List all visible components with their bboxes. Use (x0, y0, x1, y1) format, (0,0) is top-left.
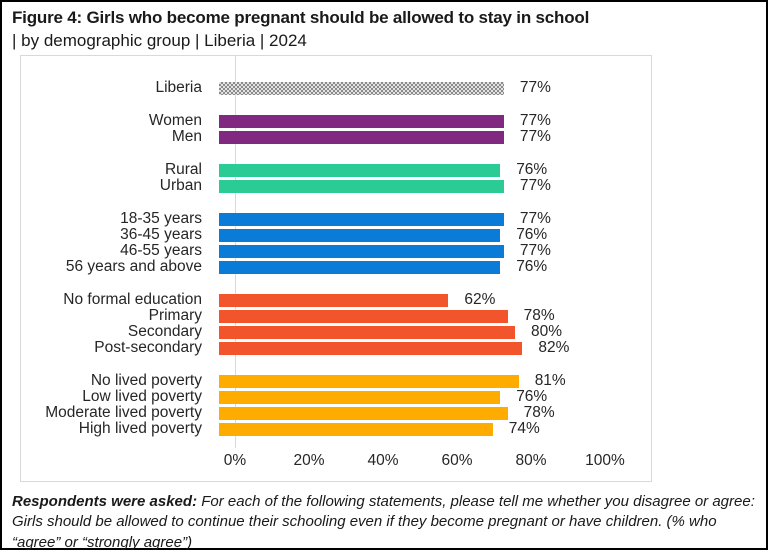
value-label-no-formal-education: 62% (464, 291, 496, 308)
x-axis: 0% 20% 40% 60% 80% 100% (21, 452, 651, 474)
value-label-urban: 77% (519, 177, 551, 194)
group-gap (21, 356, 651, 373)
x-tick-20: 20% (293, 452, 325, 469)
category-label-liberia: Liberia (155, 79, 202, 96)
bar-urban (219, 179, 504, 193)
category-label-high-lived-poverty: High lived poverty (78, 420, 202, 437)
category-label-no-lived-poverty: No lived poverty (90, 372, 202, 389)
figure-title-line1: Figure 4: Girls who become pregnant shou… (12, 8, 590, 27)
figure-subtitle: | by demographic group | Liberia | 2024 (12, 31, 307, 50)
bar-row-46-55-years: 46-55 years 77% (21, 242, 651, 259)
value-label-high-lived-poverty: 74% (508, 420, 540, 437)
x-tick-40: 40% (367, 452, 399, 469)
category-label-no-formal-education: No formal education (63, 291, 202, 308)
value-label-post-secondary: 82% (538, 339, 570, 356)
figure-title: Figure 4: Girls who become pregnant shou… (12, 8, 762, 51)
group-gap (21, 194, 651, 211)
category-label-56-years-and-above: 56 years and above (65, 258, 202, 275)
bar-women (219, 114, 504, 128)
bar-chart: Liberia 77% Women 77% Men 77% Rural 76% Urban 77%… (20, 55, 652, 482)
bar-low-lived-poverty (219, 390, 501, 404)
value-label-low-lived-poverty: 76% (516, 388, 548, 405)
bar-row-secondary: Secondary 80% (21, 323, 651, 340)
bar-row-moderate-lived-poverty: Moderate lived poverty 78% (21, 404, 651, 421)
group-gap (21, 96, 651, 113)
bar-high-lived-poverty (219, 422, 493, 436)
bar-18-35-years (219, 212, 504, 226)
footnote-lead: Respondents were asked: (12, 493, 198, 510)
bar-row-women: Women 77% (21, 112, 651, 129)
bar-rural (219, 163, 501, 177)
category-label-rural: Rural (164, 161, 202, 178)
bar-no-formal-education (219, 293, 449, 307)
value-label-women: 77% (519, 112, 551, 129)
group-gap (21, 275, 651, 292)
value-label-secondary: 80% (531, 323, 563, 340)
bar-row-no-formal-education: No formal education 62% (21, 291, 651, 308)
bar-row-56-years-and-above: 56 years and above 76% (21, 258, 651, 275)
bar-men (219, 130, 504, 144)
bar-post-secondary (219, 341, 523, 355)
value-label-moderate-lived-poverty: 78% (523, 404, 555, 421)
footnote: Respondents were asked: For each of the … (12, 492, 756, 553)
category-label-urban: Urban (159, 177, 202, 194)
category-label-46-55-years: 46-55 years (120, 242, 202, 259)
category-label-primary: Primary (148, 307, 202, 324)
category-label-18-35-years: 18-35 years (120, 210, 202, 227)
bar-liberia (219, 81, 504, 95)
bar-row-urban: Urban 77% (21, 177, 651, 194)
bar-56-years-and-above (219, 260, 501, 274)
category-label-men: Men (171, 128, 202, 145)
bar-row-high-lived-poverty: High lived poverty 74% (21, 420, 651, 437)
value-label-liberia: 77% (519, 79, 551, 96)
value-label-rural: 76% (516, 161, 548, 178)
bar-row-low-lived-poverty: Low lived poverty 76% (21, 388, 651, 405)
bar-rows: Liberia 77% Women 77% Men 77% Rural 76% Urban 77%… (21, 79, 651, 437)
bar-row-post-secondary: Post-secondary 82% (21, 339, 651, 356)
group-gap (21, 145, 651, 162)
value-label-men: 77% (519, 128, 551, 145)
category-label-women: Women (148, 112, 202, 129)
value-label-primary: 78% (523, 307, 555, 324)
bar-46-55-years (219, 244, 504, 258)
bar-row-36-45-years: 36-45 years 76% (21, 226, 651, 243)
bar-36-45-years (219, 228, 501, 242)
category-label-secondary: Secondary (127, 323, 202, 340)
bar-no-lived-poverty (219, 374, 519, 388)
category-label-moderate-lived-poverty: Moderate lived poverty (45, 404, 202, 421)
bar-row-18-35-years: 18-35 years 77% (21, 210, 651, 227)
bar-row-primary: Primary 78% (21, 307, 651, 324)
value-label-no-lived-poverty: 81% (534, 372, 566, 389)
x-tick-60: 60% (441, 452, 473, 469)
footnote-text: For each of the following statements, pl… (12, 493, 755, 551)
bar-row-men: Men 77% (21, 128, 651, 145)
x-tick-100: 100% (585, 452, 625, 469)
bar-primary (219, 309, 508, 323)
bar-row-rural: Rural 76% (21, 161, 651, 178)
category-label-low-lived-poverty: Low lived poverty (82, 388, 202, 405)
x-tick-80: 80% (515, 452, 547, 469)
bar-row-liberia: Liberia 77% (21, 79, 651, 96)
bar-moderate-lived-poverty (219, 406, 508, 420)
value-label-36-45-years: 76% (516, 226, 548, 243)
value-label-56-years-and-above: 76% (516, 258, 548, 275)
x-tick-0: 0% (223, 452, 247, 469)
bar-secondary (219, 325, 515, 339)
category-label-post-secondary: Post-secondary (94, 339, 202, 356)
value-label-18-35-years: 77% (519, 210, 551, 227)
category-label-36-45-years: 36-45 years (120, 226, 202, 243)
value-label-46-55-years: 77% (519, 242, 551, 259)
bar-row-no-lived-poverty: No lived poverty 81% (21, 372, 651, 389)
